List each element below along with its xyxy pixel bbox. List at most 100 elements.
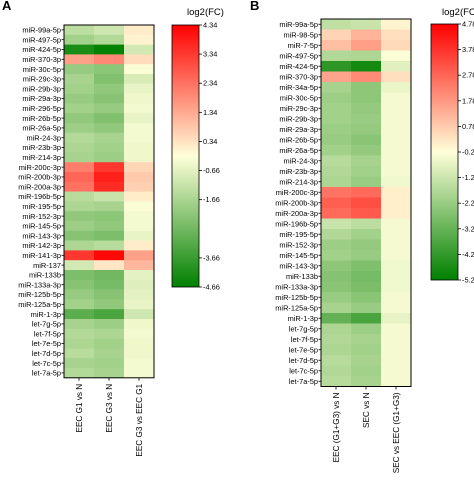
row-label: miR-370-3p [22,55,61,64]
heatmap-cell [124,44,155,55]
heatmap-cell [64,319,95,330]
heatmap-cell [381,292,412,303]
row-label: let-7f-5p [291,335,318,344]
heatmap-cell [124,191,155,202]
heatmap-cell [64,279,95,290]
heatmap-cell [64,211,95,222]
heatmap-cell [321,40,352,51]
heatmap-cell [381,229,412,240]
heatmap-cell [94,152,125,163]
row-label: miR-200a-3p [18,182,61,191]
heatmap-cell [381,323,412,335]
legend-tick-label: 4.34 [203,21,217,30]
legend-tick-label: -2.22 [462,199,474,208]
heatmap-cell [321,239,352,251]
heatmap-cell [381,271,412,282]
row-label: miR-29a-3p [22,94,61,103]
row-label: miR-125b-5p [18,290,61,299]
row-label: miR-143-3p [279,261,318,270]
heatmap-cell [64,54,95,65]
heatmap-cell [124,328,155,339]
row-label: miR-24-3p [284,156,319,165]
heatmap-cell [124,142,155,153]
heatmap-cell [94,83,125,94]
heatmap-cell [124,368,155,379]
legend-tick-label: 3.34 [203,50,217,59]
row-label: miR-152-3p [22,212,61,221]
legend-tick-label: -3.66 [203,253,220,262]
row-label: miR-133a-3p [275,282,318,291]
heatmap-cell [381,92,412,104]
row-label: miR-196b-5p [18,192,61,201]
heatmap-cell [381,134,412,146]
heatmap-cell [94,289,125,300]
heatmap-cell [351,103,382,114]
heatmap-cell [381,176,412,188]
row-label: miR-200a-3p [275,209,318,218]
legend-tick-label: -1.66 [203,195,220,204]
row-label: miR-200c-3p [19,163,61,172]
row-label: miR-26b-5p [22,114,61,123]
heatmap-cell [321,124,352,135]
heatmap-cell [321,50,352,62]
panel-label: A [2,0,12,13]
heatmap-cell [381,344,412,356]
heatmap-cell [94,34,125,45]
heatmap-cell [64,74,95,85]
legend-title: log2(FC) [187,7,224,18]
heatmap-cell [94,358,125,369]
column-label: EEC (G1+G3) vs N [332,392,341,462]
heatmap-cell [381,313,412,324]
heatmap-cell [351,292,382,303]
heatmap-cell [381,355,412,366]
legend-tick-label: 1.34 [203,108,217,117]
heatmap-cell [351,92,382,104]
heatmap-cell [94,113,125,124]
heatmap-cell [351,229,382,240]
heatmap-cell [321,302,352,314]
row-label: let-7g-5p [289,324,318,333]
row-label: miR-424-5p [22,45,61,54]
legend-tick-label: -4.22 [462,250,474,259]
heatmap-cell [94,142,125,153]
legend-tick-label: 3.78 [462,45,474,54]
legend-tick-label: 0.78 [462,122,474,131]
row-label: miR-195-5p [279,230,318,239]
heatmap-cell [321,197,352,209]
heatmap-cell [321,281,352,293]
heatmap-cell [381,365,412,377]
heatmap-cell [124,250,155,261]
heatmap-cell [321,313,352,324]
heatmap-cell [381,50,412,62]
column-label: EEC G1 vs N [75,384,84,433]
heatmap-cell [321,29,352,41]
heatmap-cell [64,260,95,271]
heatmap-cell [64,113,95,124]
heatmap-cell [124,299,155,310]
heatmap-cell [94,44,125,55]
row-label: miR-143-3p [22,231,61,240]
heatmap-cell [381,103,412,114]
heatmap-cell [94,64,125,75]
heatmap-cell [321,208,352,219]
heatmap-cell [351,239,382,251]
column-label: SEC vs N [362,392,371,428]
heatmap-cell [321,19,352,30]
legend-tick-label: -1.22 [462,173,474,182]
row-label: miR-1-3p [288,314,318,323]
heatmap-cell [124,103,155,114]
heatmap-cell [381,302,412,314]
heatmap-cell [351,166,382,177]
heatmap-cell [124,240,155,251]
heatmap-cell [381,334,412,345]
heatmap-cell [321,376,352,387]
row-label: miR-34a-5p [279,83,318,92]
row-label: miR-98-5p [284,30,319,39]
heatmap-cell [381,40,412,51]
heatmap-cell [321,145,352,156]
heatmap-cell [64,201,95,212]
heatmap-cell [124,34,155,45]
heatmap-cell [64,368,95,379]
heatmap-cell [381,82,412,93]
